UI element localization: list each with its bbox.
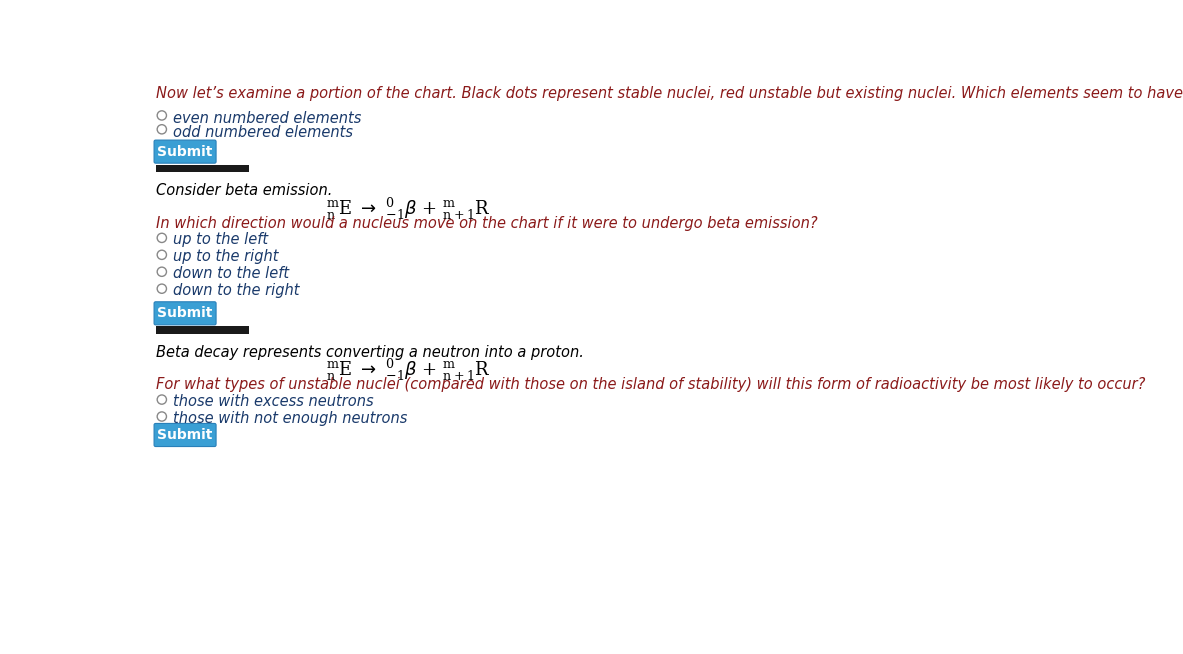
Text: Submit: Submit — [157, 145, 213, 159]
Text: those with not enough neutrons: those with not enough neutrons — [173, 411, 407, 426]
Text: Submit: Submit — [157, 306, 213, 320]
FancyBboxPatch shape — [154, 140, 216, 164]
FancyBboxPatch shape — [156, 165, 248, 173]
FancyBboxPatch shape — [154, 423, 216, 447]
Text: Submit: Submit — [157, 428, 213, 442]
Text: $\mathregular{^{m}_{n}}$E $\rightarrow$ $\mathregular{^{0}_{-1}}$$\beta$ + $\mat: $\mathregular{^{m}_{n}}$E $\rightarrow$ … — [327, 196, 491, 222]
FancyBboxPatch shape — [156, 326, 248, 334]
Text: odd numbered elements: odd numbered elements — [173, 125, 353, 140]
Text: up to the right: up to the right — [173, 249, 278, 264]
FancyBboxPatch shape — [154, 301, 216, 325]
Text: up to the left: up to the left — [173, 232, 267, 247]
Text: those with excess neutrons: those with excess neutrons — [173, 394, 374, 409]
Text: For what types of unstable nuclei (compared with those on the island of stabilit: For what types of unstable nuclei (compa… — [156, 377, 1145, 392]
Text: Now let’s examine a portion of the chart. Black dots represent stable nuclei, re: Now let’s examine a portion of the chart… — [156, 86, 1183, 101]
Text: down to the right: down to the right — [173, 283, 299, 298]
Text: even numbered elements: even numbered elements — [173, 111, 361, 126]
Text: Consider beta emission.: Consider beta emission. — [156, 183, 332, 198]
Text: $\mathregular{^{m}_{n}}$E $\rightarrow$ $\mathregular{^{0}_{-1}}$$\beta$ + $\mat: $\mathregular{^{m}_{n}}$E $\rightarrow$ … — [327, 357, 491, 383]
Text: Beta decay represents converting a neutron into a proton.: Beta decay represents converting a neutr… — [156, 345, 583, 360]
Text: down to the left: down to the left — [173, 266, 289, 281]
Text: In which direction would a nucleus move on the chart if it were to undergo beta : In which direction would a nucleus move … — [156, 216, 817, 231]
